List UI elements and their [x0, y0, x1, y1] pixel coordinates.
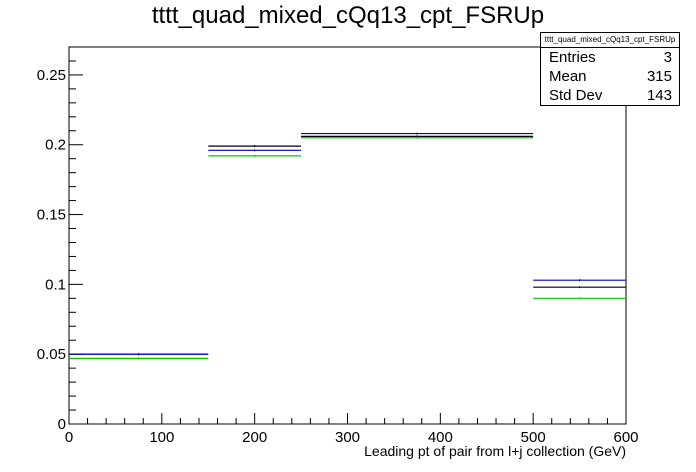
stats-label: Entries	[549, 49, 596, 66]
x-tick-label: 400	[428, 429, 453, 446]
stats-label: Mean	[549, 68, 587, 85]
y-tick-label: 0.25	[37, 67, 66, 84]
y-tick-label: 0.2	[45, 137, 66, 154]
x-tick-label: 0	[65, 429, 73, 446]
x-tick-label: 300	[335, 429, 360, 446]
stats-value: 315	[646, 68, 672, 85]
stats-row-stddev: Std Dev 143	[541, 86, 679, 105]
x-tick-label: 200	[242, 429, 267, 446]
y-tick-label: 0	[58, 416, 66, 433]
stats-row-entries: Entries 3	[541, 48, 679, 67]
y-tick-label: 0.1	[45, 276, 66, 293]
stats-value: 3	[663, 49, 672, 66]
x-axis-label: Leading pt of pair from l+j collection (…	[364, 443, 626, 459]
y-tick-label: 0.05	[37, 346, 66, 363]
stats-value: 143	[646, 87, 672, 104]
x-tick-label: 100	[149, 429, 174, 446]
x-tick-label: 600	[613, 429, 638, 446]
y-tick-label: 0.15	[37, 207, 66, 224]
stats-box-title: tttt_quad_mixed_cQq13_cpt_FSRUp	[541, 33, 679, 48]
stats-row-mean: Mean 315	[541, 67, 679, 86]
x-tick-label: 500	[521, 429, 546, 446]
stats-box: tttt_quad_mixed_cQq13_cpt_FSRUp Entries …	[540, 32, 680, 106]
chart-title: tttt_quad_mixed_cQq13_cpt_FSRUp	[151, 2, 545, 29]
stats-label: Std Dev	[549, 87, 603, 104]
